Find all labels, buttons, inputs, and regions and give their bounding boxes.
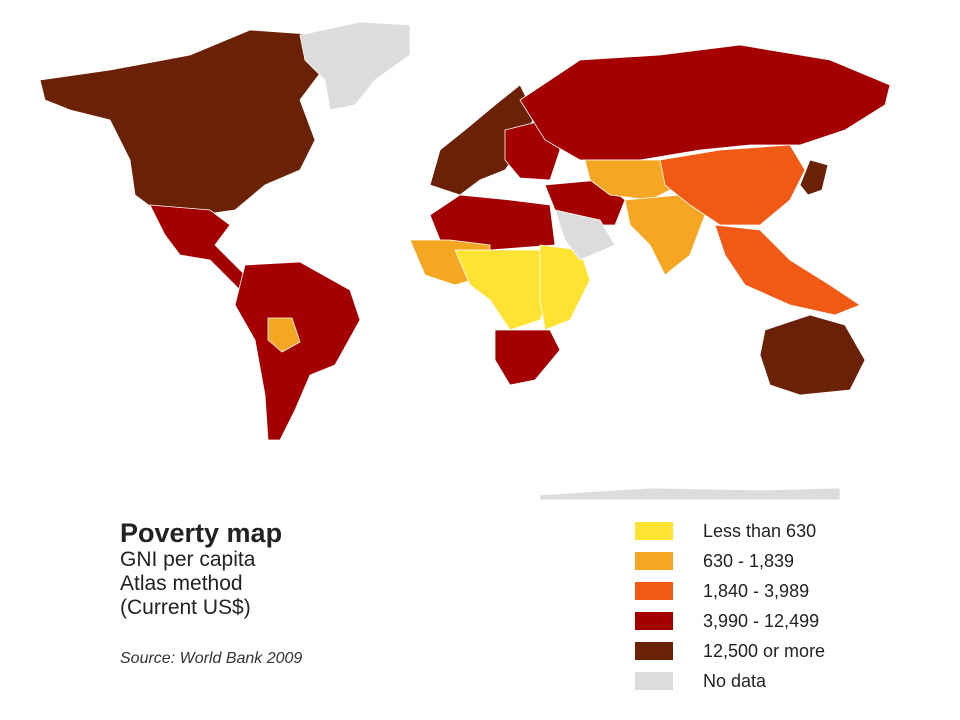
legend-swatch	[635, 672, 673, 690]
map-title-block: Poverty map GNI per capita Atlas method …	[120, 518, 282, 620]
legend-item: 1,840 - 3,989	[635, 576, 825, 606]
legend-item: Less than 630	[635, 516, 825, 546]
legend: Less than 630 630 - 1,839 1,840 - 3,989 …	[635, 516, 825, 696]
legend-swatch	[635, 612, 673, 630]
legend-label: 3,990 - 12,499	[703, 610, 820, 631]
world-map	[39, 21, 891, 500]
region-bolivia	[267, 317, 301, 353]
map-subtitle-line: GNI per capita	[120, 548, 256, 571]
map-subtitle-line: Atlas method	[120, 572, 243, 595]
region-southern-africa	[494, 329, 561, 386]
region-russia	[519, 44, 891, 161]
legend-label: 1,840 - 3,989	[703, 580, 810, 601]
legend-item: 12,500 or more	[635, 636, 825, 666]
legend-swatch	[635, 552, 673, 570]
region-china	[659, 144, 806, 226]
region-australia	[759, 314, 866, 396]
region-north-america	[39, 29, 331, 216]
legend-swatch	[635, 582, 673, 600]
legend-label: 630 - 1,839	[703, 550, 795, 571]
map-title: Poverty map	[120, 518, 283, 548]
region-japan	[799, 159, 829, 196]
map-source: Source: World Bank 2009	[120, 650, 303, 667]
map-subtitle-line: (Current US$)	[120, 596, 251, 619]
legend-item: No data	[635, 666, 825, 696]
region-mexico-central-america	[149, 204, 256, 291]
region-arabian-peninsula	[554, 209, 616, 261]
legend-item: 630 - 1,839	[635, 546, 825, 576]
legend-label: 12,500 or more	[703, 640, 826, 661]
legend-item: 3,990 - 12,499	[635, 606, 825, 636]
legend-label: Less than 630	[703, 520, 817, 541]
region-antarctica	[539, 487, 841, 500]
legend-label: No data	[703, 670, 767, 691]
legend-swatch	[635, 642, 673, 660]
region-southeast-asia	[714, 224, 861, 316]
region-greenland	[299, 21, 411, 111]
region-south-america	[234, 261, 361, 441]
legend-swatch	[635, 522, 673, 540]
